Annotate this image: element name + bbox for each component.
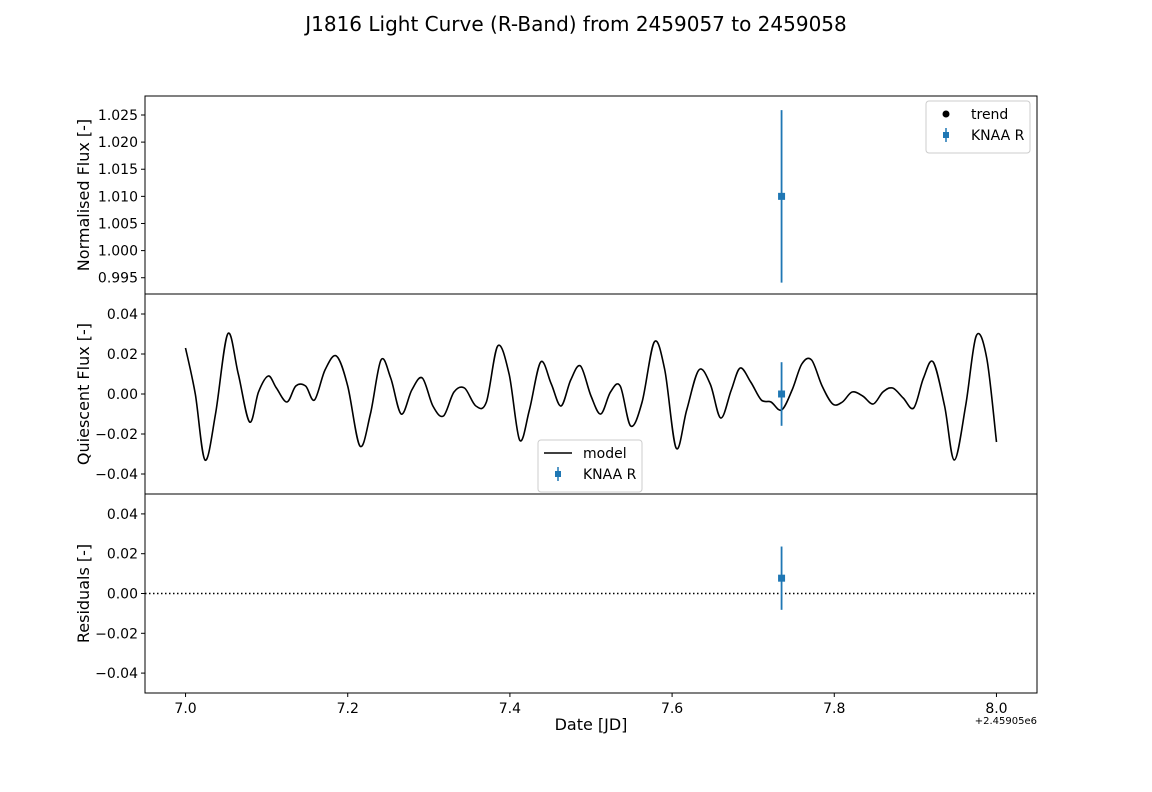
x-tick-label: 7.8 (823, 701, 845, 717)
y-tick-label: 1.005 (98, 216, 138, 232)
y-axis-label: Quiescent Flux [-] (74, 323, 93, 465)
y-tick-label: 0.02 (107, 547, 138, 563)
data-point (778, 192, 786, 200)
panel-middle: −0.04 −0.02 0.00 0.02 0.04 Quiescent Flux [-]… (74, 293, 1038, 495)
data-point (778, 390, 786, 398)
x-tick-label: 7.4 (499, 701, 521, 717)
y-tick-label: 1.015 (98, 162, 138, 178)
y-tick-label: 1.025 (98, 108, 138, 124)
y-tick-label: 0.995 (98, 271, 138, 287)
axes-frame (144, 493, 1038, 694)
y-tick-label: −0.04 (95, 666, 138, 682)
x-offset-label: +2.45905e6 (975, 716, 1037, 727)
axes-frame (144, 95, 1038, 295)
legend-label: KNAA R (971, 128, 1025, 144)
panel-bottom: −0.04 −0.02 0.00 0.02 0.04 Residuals [-] 7.0 7.… (74, 493, 1038, 734)
x-tick-label: 8.0 (985, 701, 1007, 717)
legend: trend KNAA R (925, 100, 1031, 154)
y-tick-label: 0.02 (107, 347, 138, 363)
chart-title: J1816 Light Curve (R-Band) from 2459057 … (305, 12, 847, 36)
y-tick-label: −0.02 (95, 427, 138, 443)
y-tick-label: −0.04 (95, 467, 138, 483)
legend-label: trend (971, 107, 1008, 123)
x-tick-label: 7.0 (174, 701, 196, 717)
legend-label: model (583, 446, 627, 462)
model-curve (184, 332, 998, 461)
panel-top: 0.995 1.000 1.005 1.010 1.015 1.020 1.025 Norma… (74, 95, 1038, 295)
y-tick-label: 1.020 (98, 135, 138, 151)
y-axis-label: Normalised Flux [-] (74, 119, 93, 271)
y-tick-label: 1.000 (98, 244, 138, 260)
legend-marker-square (555, 471, 561, 477)
legend-box (925, 100, 1031, 154)
y-tick-label: 0.04 (107, 507, 138, 523)
y-tick-label: 1.010 (98, 189, 138, 205)
x-axis-label: Date [JD] (555, 715, 628, 734)
y-tick-label: 0.04 (107, 307, 138, 323)
x-tick-label: 7.2 (337, 701, 359, 717)
y-tick-label: −0.02 (95, 626, 138, 642)
legend-marker-square (943, 132, 949, 138)
legend-label: KNAA R (583, 467, 637, 483)
y-axis-label: Residuals [-] (74, 544, 93, 643)
y-tick-label: 0.00 (107, 587, 138, 603)
legend-marker-trend (942, 110, 950, 118)
legend: model KNAA R (537, 439, 643, 493)
data-point (778, 574, 786, 582)
x-tick-label: 7.6 (661, 701, 683, 717)
y-tick-label: 0.00 (107, 387, 138, 403)
